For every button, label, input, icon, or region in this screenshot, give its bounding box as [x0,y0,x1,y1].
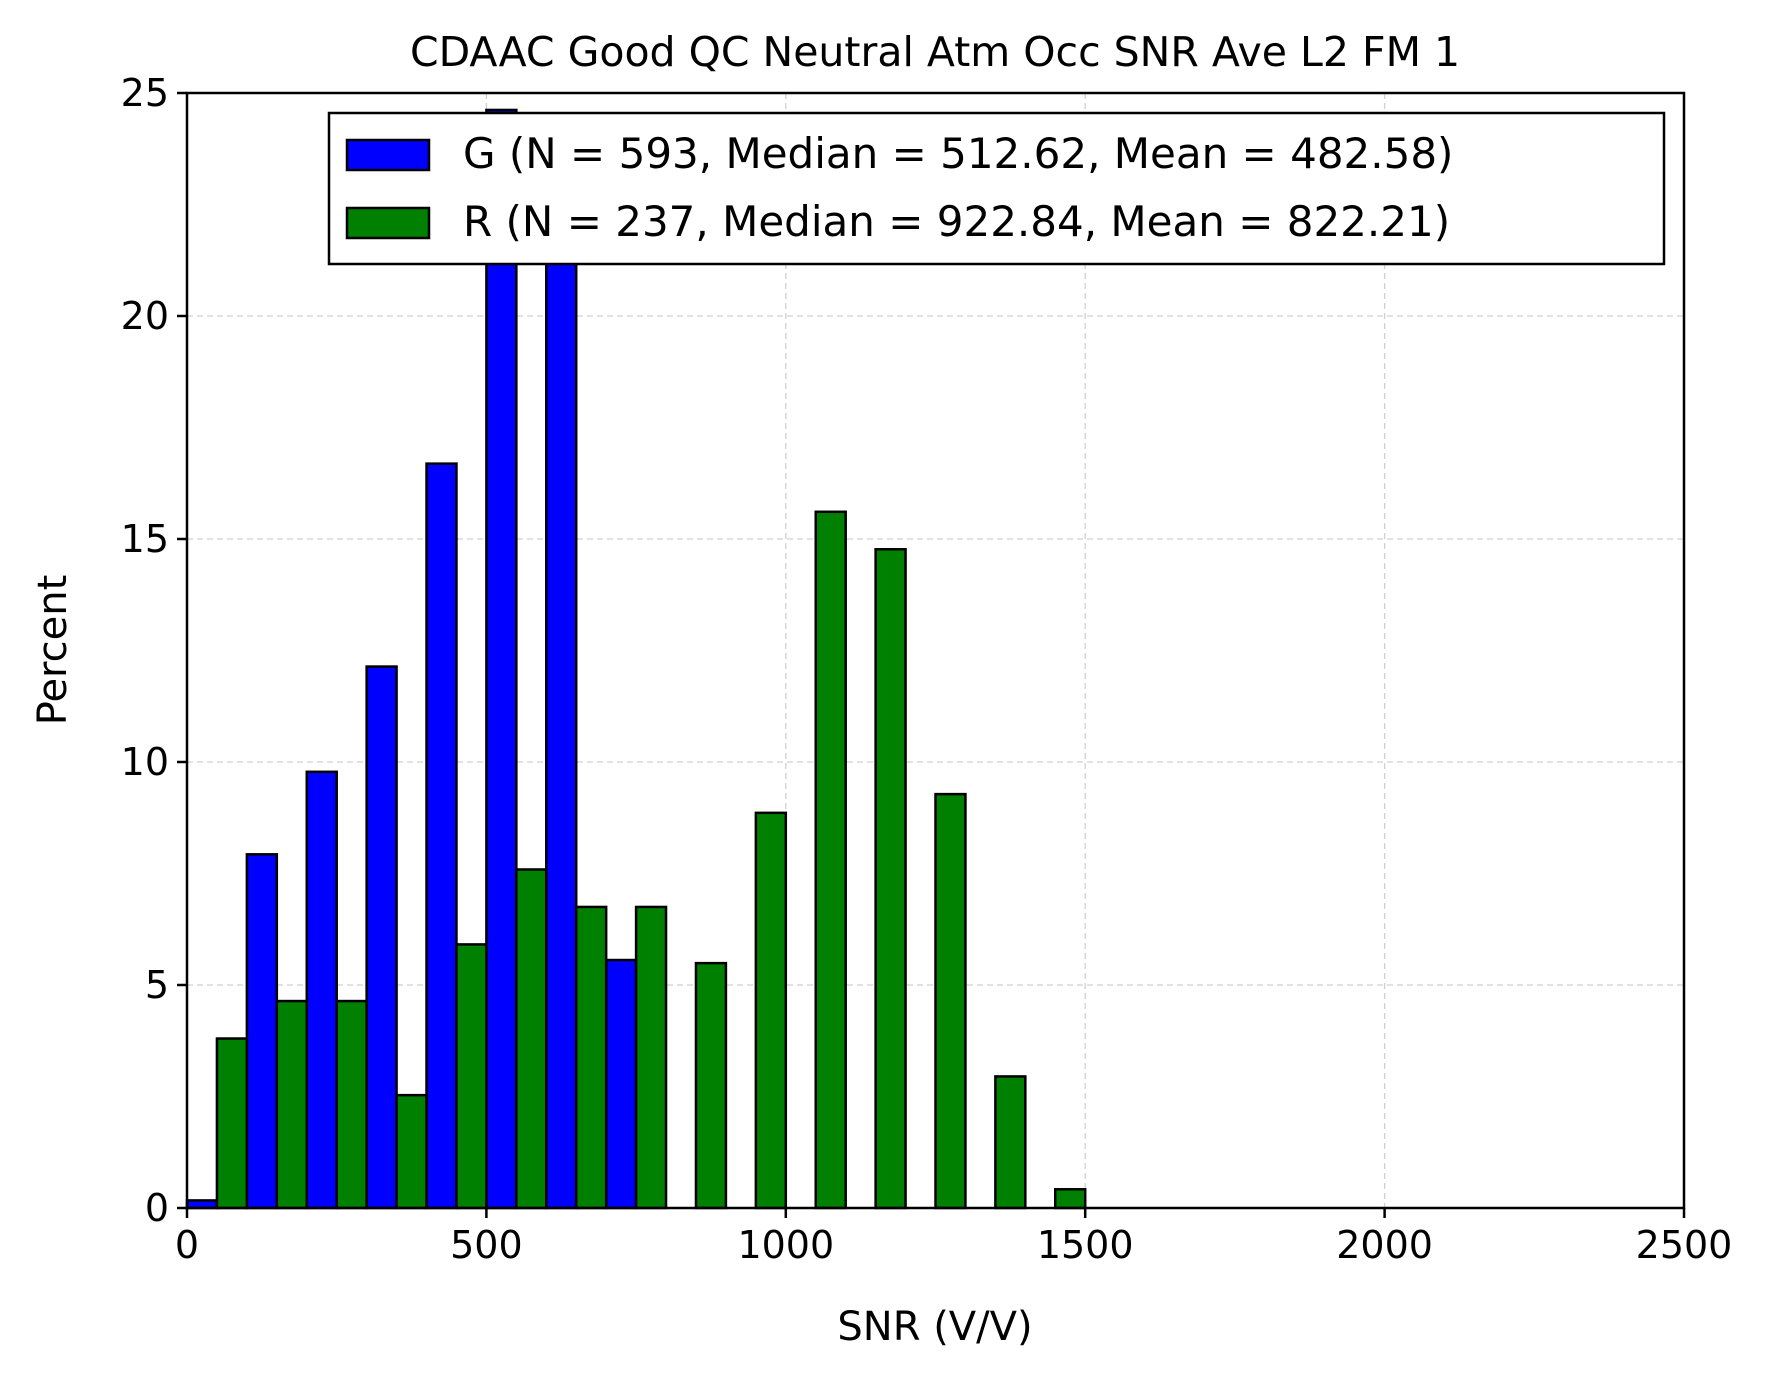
bar-r-1300 [994,1075,1027,1210]
x-tick-label: 2000 [1336,1223,1433,1267]
bar-r-200 [335,999,368,1210]
bars [185,108,1087,1210]
x-tick-label: 1000 [737,1223,834,1267]
bar-r-100 [275,999,309,1210]
bar-r-700 [634,905,668,1210]
y-tick-label: 5 [145,963,169,1007]
legend-swatch-g [345,138,431,172]
bar-r-600 [574,905,608,1210]
y-tick-label: 0 [145,1186,169,1230]
bar-r-300 [395,1093,428,1210]
bar-r-500 [515,868,548,1210]
bar-g-700 [604,958,638,1210]
bar-g-100 [245,853,279,1210]
bar-r-900 [754,811,788,1210]
bar-r-1100 [874,548,907,1210]
x-tick-label: 2500 [1636,1223,1733,1267]
bar-r-400 [455,943,488,1210]
bar-g-200 [305,770,338,1210]
x-tick-label: 500 [450,1223,523,1267]
y-tick-label: 10 [121,740,169,784]
plot-frame [185,91,1686,1210]
x-tick-label: 0 [175,1223,199,1267]
bar-r-0 [215,1037,249,1210]
bar-g-400 [425,462,458,1210]
x-axis-title: SNR (V/V) [837,1304,1032,1350]
bar-r-1400 [1054,1188,1087,1210]
bar-r-1200 [934,792,967,1210]
y-axis-title: Percent [30,575,76,726]
y-tick-label: 25 [121,71,169,115]
legend: G (N = 593, Median = 512.62, Mean = 482.… [327,111,1666,266]
legend-frame [327,111,1666,266]
axis-ticks: 0 500 1000 1500 2000 2500 0 5 10 15 20 25 [121,71,1733,1267]
legend-label-r: R (N = 237, Median = 922.84, Mean = 822.… [463,197,1450,246]
x-tick-label: 1500 [1037,1223,1134,1267]
y-tick-label: 20 [121,294,169,338]
bar-g-300 [365,665,398,1210]
bar-g-600 [545,176,578,1210]
bar-r-800 [694,961,728,1210]
legend-label-g: G (N = 593, Median = 512.62, Mean = 482.… [463,129,1453,178]
legend-swatch-r [345,206,431,240]
bar-r-1000 [814,510,847,1210]
y-tick-label: 15 [121,517,169,561]
bar-g-500 [485,108,518,1210]
chart-title: CDAAC Good QC Neutral Atm Occ SNR Ave L2… [410,28,1460,76]
